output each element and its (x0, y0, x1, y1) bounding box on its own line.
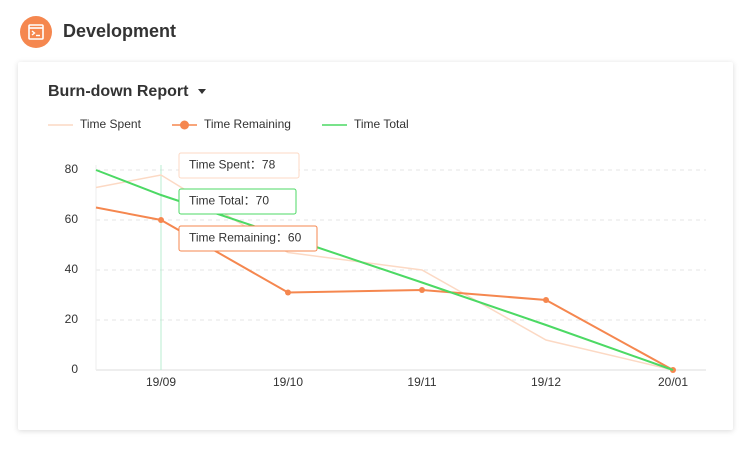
header-icon (20, 16, 52, 48)
y-tick-label: 20 (65, 312, 79, 326)
tooltip-text: Time Total：70 (189, 194, 269, 208)
icon (28, 24, 44, 40)
legend-label: Time Spent (80, 117, 142, 131)
legend-label: Time Total (354, 117, 409, 131)
x-tick-label: 20/01 (658, 375, 688, 389)
x-tick-label: 19/09 (146, 375, 176, 389)
tooltip-text: Time Remaining：60 (189, 231, 302, 245)
point (419, 287, 425, 293)
series-line (95, 206, 674, 371)
y-tick-label: 60 (65, 212, 79, 226)
point (285, 289, 291, 296)
legend-marker (180, 120, 189, 130)
point (158, 217, 164, 223)
card (18, 62, 733, 430)
y-tick-label: 0 (71, 362, 78, 376)
series-line (95, 174, 674, 371)
y-tick-label: 80 (65, 162, 79, 176)
x-tick-label: 19/10 (273, 375, 303, 389)
y-tick-label: 40 (65, 262, 79, 276)
x-tick-label: 19/11 (407, 375, 436, 389)
dropdown-caret[interactable] (198, 89, 206, 94)
tooltip-text: Time Spent：78 (189, 158, 276, 172)
card-title[interactable]: Burn-down Report (48, 83, 189, 100)
x-tick-label: 19/12 (531, 375, 561, 389)
tooltip-box (178, 225, 318, 252)
tooltip-box (178, 188, 297, 215)
series-line (95, 169, 674, 371)
legend-label: Time Remaining (204, 117, 291, 131)
tooltip-box (178, 152, 300, 179)
point (543, 297, 549, 303)
header-title: Development (63, 21, 177, 41)
